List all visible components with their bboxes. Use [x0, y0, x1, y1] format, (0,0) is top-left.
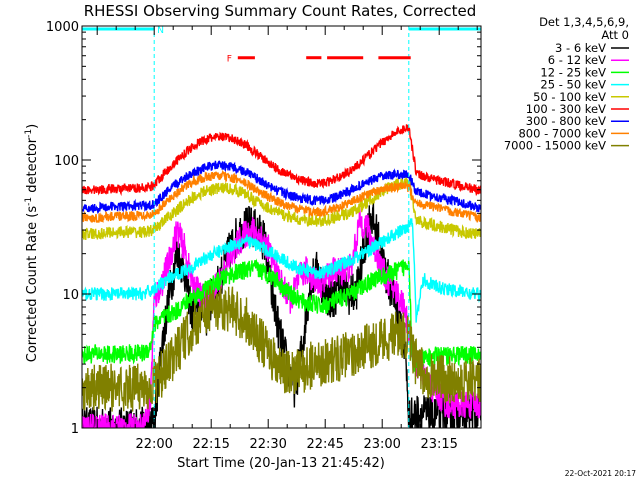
plot-frame — [81, 25, 482, 429]
y-axis-label-end: ) — [25, 124, 40, 129]
legend-label-8: 7000 - 15000 keV — [504, 139, 606, 153]
y-axis-label: Corrected Count Rate (s-1 detector-1) — [24, 124, 40, 362]
axes: 1 10 100 1000 22:00 22:15 22:30 22:45 23:00 23:15 — [46, 20, 482, 452]
y-axis-label-mid: detector — [25, 137, 40, 197]
legend-label-6: 300 - 800 keV — [526, 114, 606, 128]
legend-label-0: 3 - 6 keV — [555, 41, 606, 55]
night-flag-label: N — [157, 26, 164, 36]
series-line-25-50-kev — [82, 218, 481, 323]
series-line-50-100-kev — [82, 176, 481, 241]
x-tick-label: 23:15 — [420, 437, 457, 452]
flare-flag-label: F — [227, 55, 232, 65]
x-tick-label: 22:30 — [249, 437, 286, 452]
series-line-300-800-kev — [82, 160, 481, 215]
y-axis-label-sup1: -1 — [24, 197, 34, 206]
x-tick-label: 23:00 — [363, 437, 400, 452]
footer-date: 22-Oct-2021 20:17 — [565, 469, 636, 478]
series-line-100-300-kev — [82, 124, 481, 197]
legend-header-line2: Att 0 — [601, 28, 629, 42]
x-tick-label: 22:45 — [306, 437, 343, 452]
legend-label-1: 6 - 12 keV — [548, 53, 606, 67]
chart-title: RHESSI Observing Summary Count Rates, Co… — [84, 2, 477, 20]
y-axis-label-sup2: -1 — [24, 129, 34, 138]
x-tick-label: 22:15 — [192, 437, 229, 452]
y-tick-label: 100 — [54, 154, 79, 169]
y-tick-label: 1 — [71, 422, 79, 437]
legend-label-4: 50 - 100 keV — [533, 90, 606, 104]
y-axis-label-main: Corrected Count Rate (s — [25, 206, 40, 363]
series-line-7000-15000-kev — [82, 285, 481, 412]
legend-label-3: 25 - 50 keV — [540, 78, 606, 92]
legend-header-line1: Det 1,3,4,5,6,9, — [539, 15, 629, 29]
series-line-800-7000-kev — [82, 169, 481, 224]
legend-label-2: 12 - 25 keV — [540, 65, 606, 79]
y-tick-label: 1000 — [46, 20, 79, 35]
legend-label-7: 800 - 7000 keV — [518, 126, 606, 140]
legend-label-5: 100 - 300 keV — [526, 102, 606, 116]
x-axis-label: Start Time (20-Jan-13 21:45:42) — [177, 456, 385, 471]
x-tick-label: 22:00 — [135, 437, 172, 452]
y-tick-label: 10 — [62, 288, 79, 303]
